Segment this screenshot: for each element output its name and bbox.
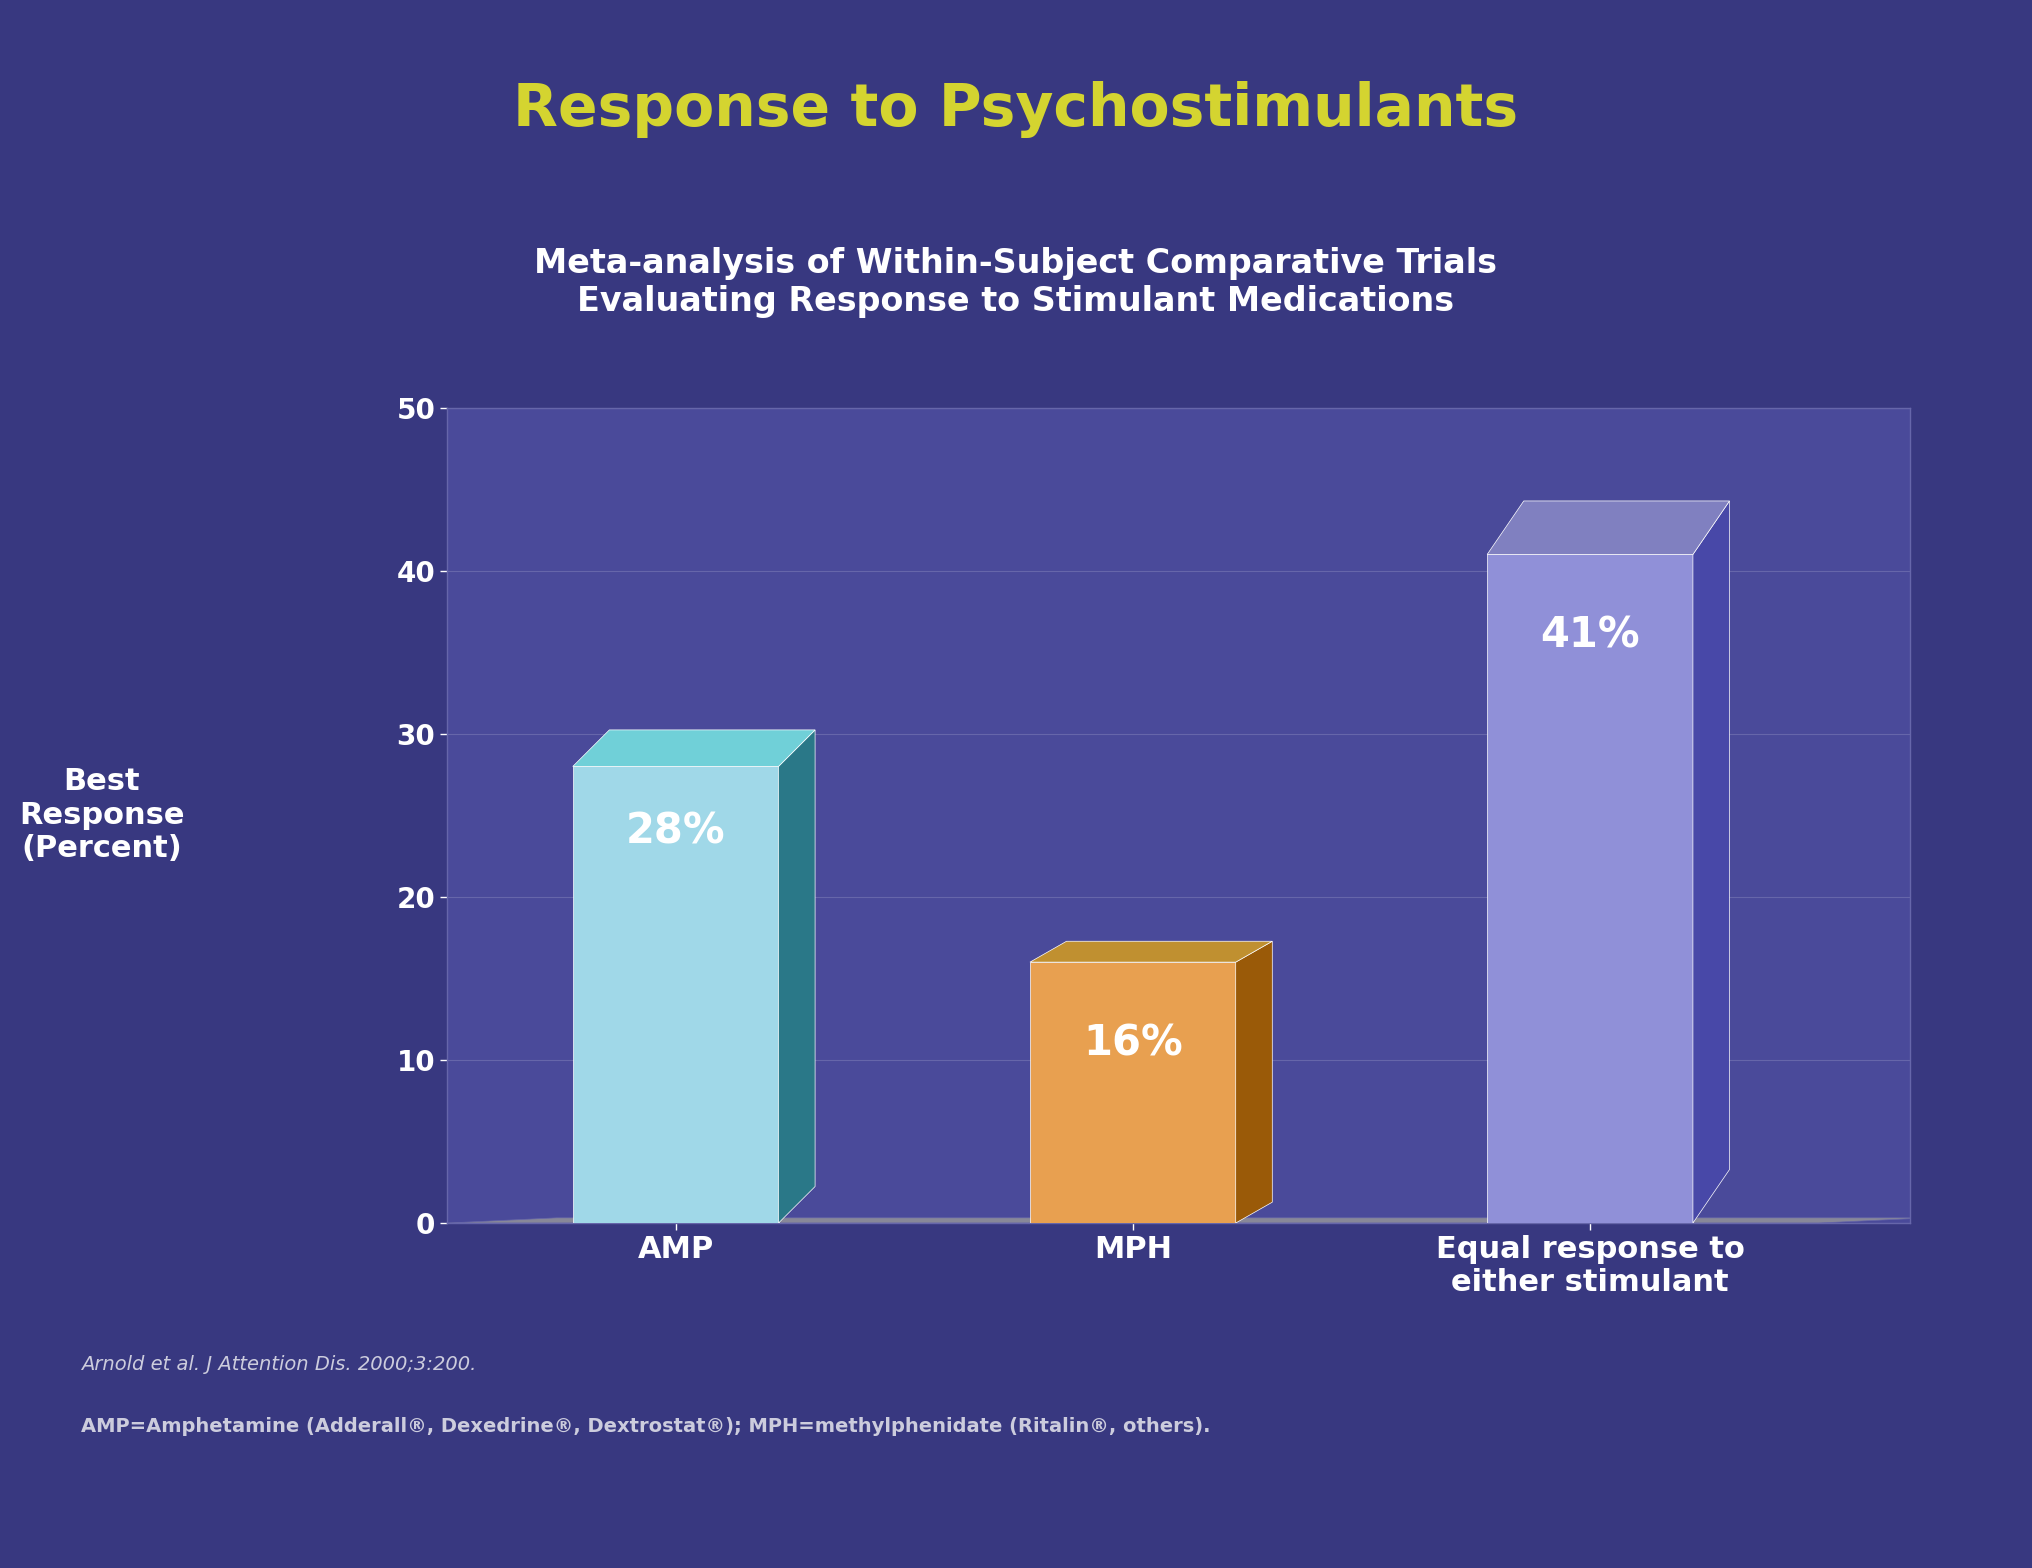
Text: 16%: 16%: [1083, 1022, 1183, 1065]
Polygon shape: [1487, 555, 1693, 1223]
Text: 28%: 28%: [626, 811, 725, 853]
Text: Arnold et al. J Attention Dis. 2000;3:200.: Arnold et al. J Attention Dis. 2000;3:20…: [81, 1355, 478, 1374]
Text: 41%: 41%: [1540, 615, 1640, 657]
Polygon shape: [1235, 941, 1272, 1223]
Polygon shape: [573, 731, 815, 767]
Text: Meta-analysis of Within-Subject Comparative Trials
Evaluating Response to Stimul: Meta-analysis of Within-Subject Comparat…: [534, 246, 1498, 318]
Polygon shape: [447, 1218, 1928, 1223]
Polygon shape: [573, 767, 778, 1223]
Text: Best
Response
(Percent): Best Response (Percent): [18, 767, 185, 864]
Polygon shape: [1030, 963, 1235, 1223]
Polygon shape: [1487, 500, 1729, 555]
Polygon shape: [1693, 500, 1729, 1223]
Polygon shape: [778, 731, 815, 1223]
Text: AMP=Amphetamine (Adderall®, Dexedrine®, Dextrostat®); MPH=methylphenidate (Rital: AMP=Amphetamine (Adderall®, Dexedrine®, …: [81, 1417, 1211, 1436]
Text: Response to Psychostimulants: Response to Psychostimulants: [514, 82, 1518, 138]
Polygon shape: [1030, 941, 1272, 963]
